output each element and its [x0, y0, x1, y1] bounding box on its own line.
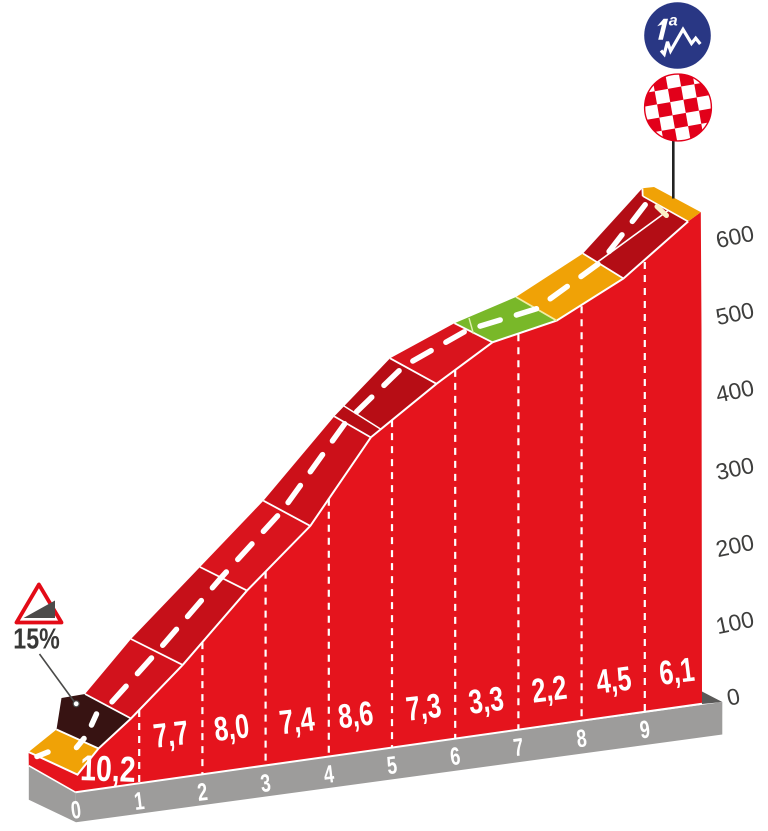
svg-text:2: 2 — [196, 777, 209, 807]
svg-text:0: 0 — [69, 795, 82, 825]
svg-text:400: 400 — [713, 374, 756, 407]
svg-text:a: a — [669, 13, 678, 30]
svg-text:5: 5 — [385, 750, 398, 780]
svg-text:7,3: 7,3 — [404, 687, 443, 728]
svg-text:4: 4 — [322, 759, 335, 789]
svg-text:6: 6 — [448, 741, 461, 771]
svg-text:3: 3 — [259, 768, 272, 798]
svg-text:8,0: 8,0 — [212, 708, 251, 749]
svg-text:3,3: 3,3 — [467, 680, 506, 721]
svg-text:15%: 15% — [13, 622, 59, 655]
svg-text:0: 0 — [724, 683, 742, 711]
svg-text:4,5: 4,5 — [594, 660, 633, 701]
svg-text:300: 300 — [713, 452, 756, 485]
svg-text:600: 600 — [713, 220, 756, 253]
svg-text:10,2: 10,2 — [80, 748, 137, 790]
svg-text:500: 500 — [713, 297, 756, 330]
svg-text:7,7: 7,7 — [151, 714, 190, 755]
svg-text:1: 1 — [132, 786, 145, 816]
svg-text:100: 100 — [713, 606, 756, 639]
svg-text:9: 9 — [638, 715, 651, 745]
svg-text:8,6: 8,6 — [336, 695, 375, 736]
svg-text:7,4: 7,4 — [277, 701, 317, 743]
svg-text:2,2: 2,2 — [530, 669, 569, 710]
svg-text:6,1: 6,1 — [657, 651, 696, 692]
svg-text:200: 200 — [713, 529, 756, 562]
svg-text:8: 8 — [575, 723, 588, 753]
svg-text:7: 7 — [512, 732, 525, 762]
